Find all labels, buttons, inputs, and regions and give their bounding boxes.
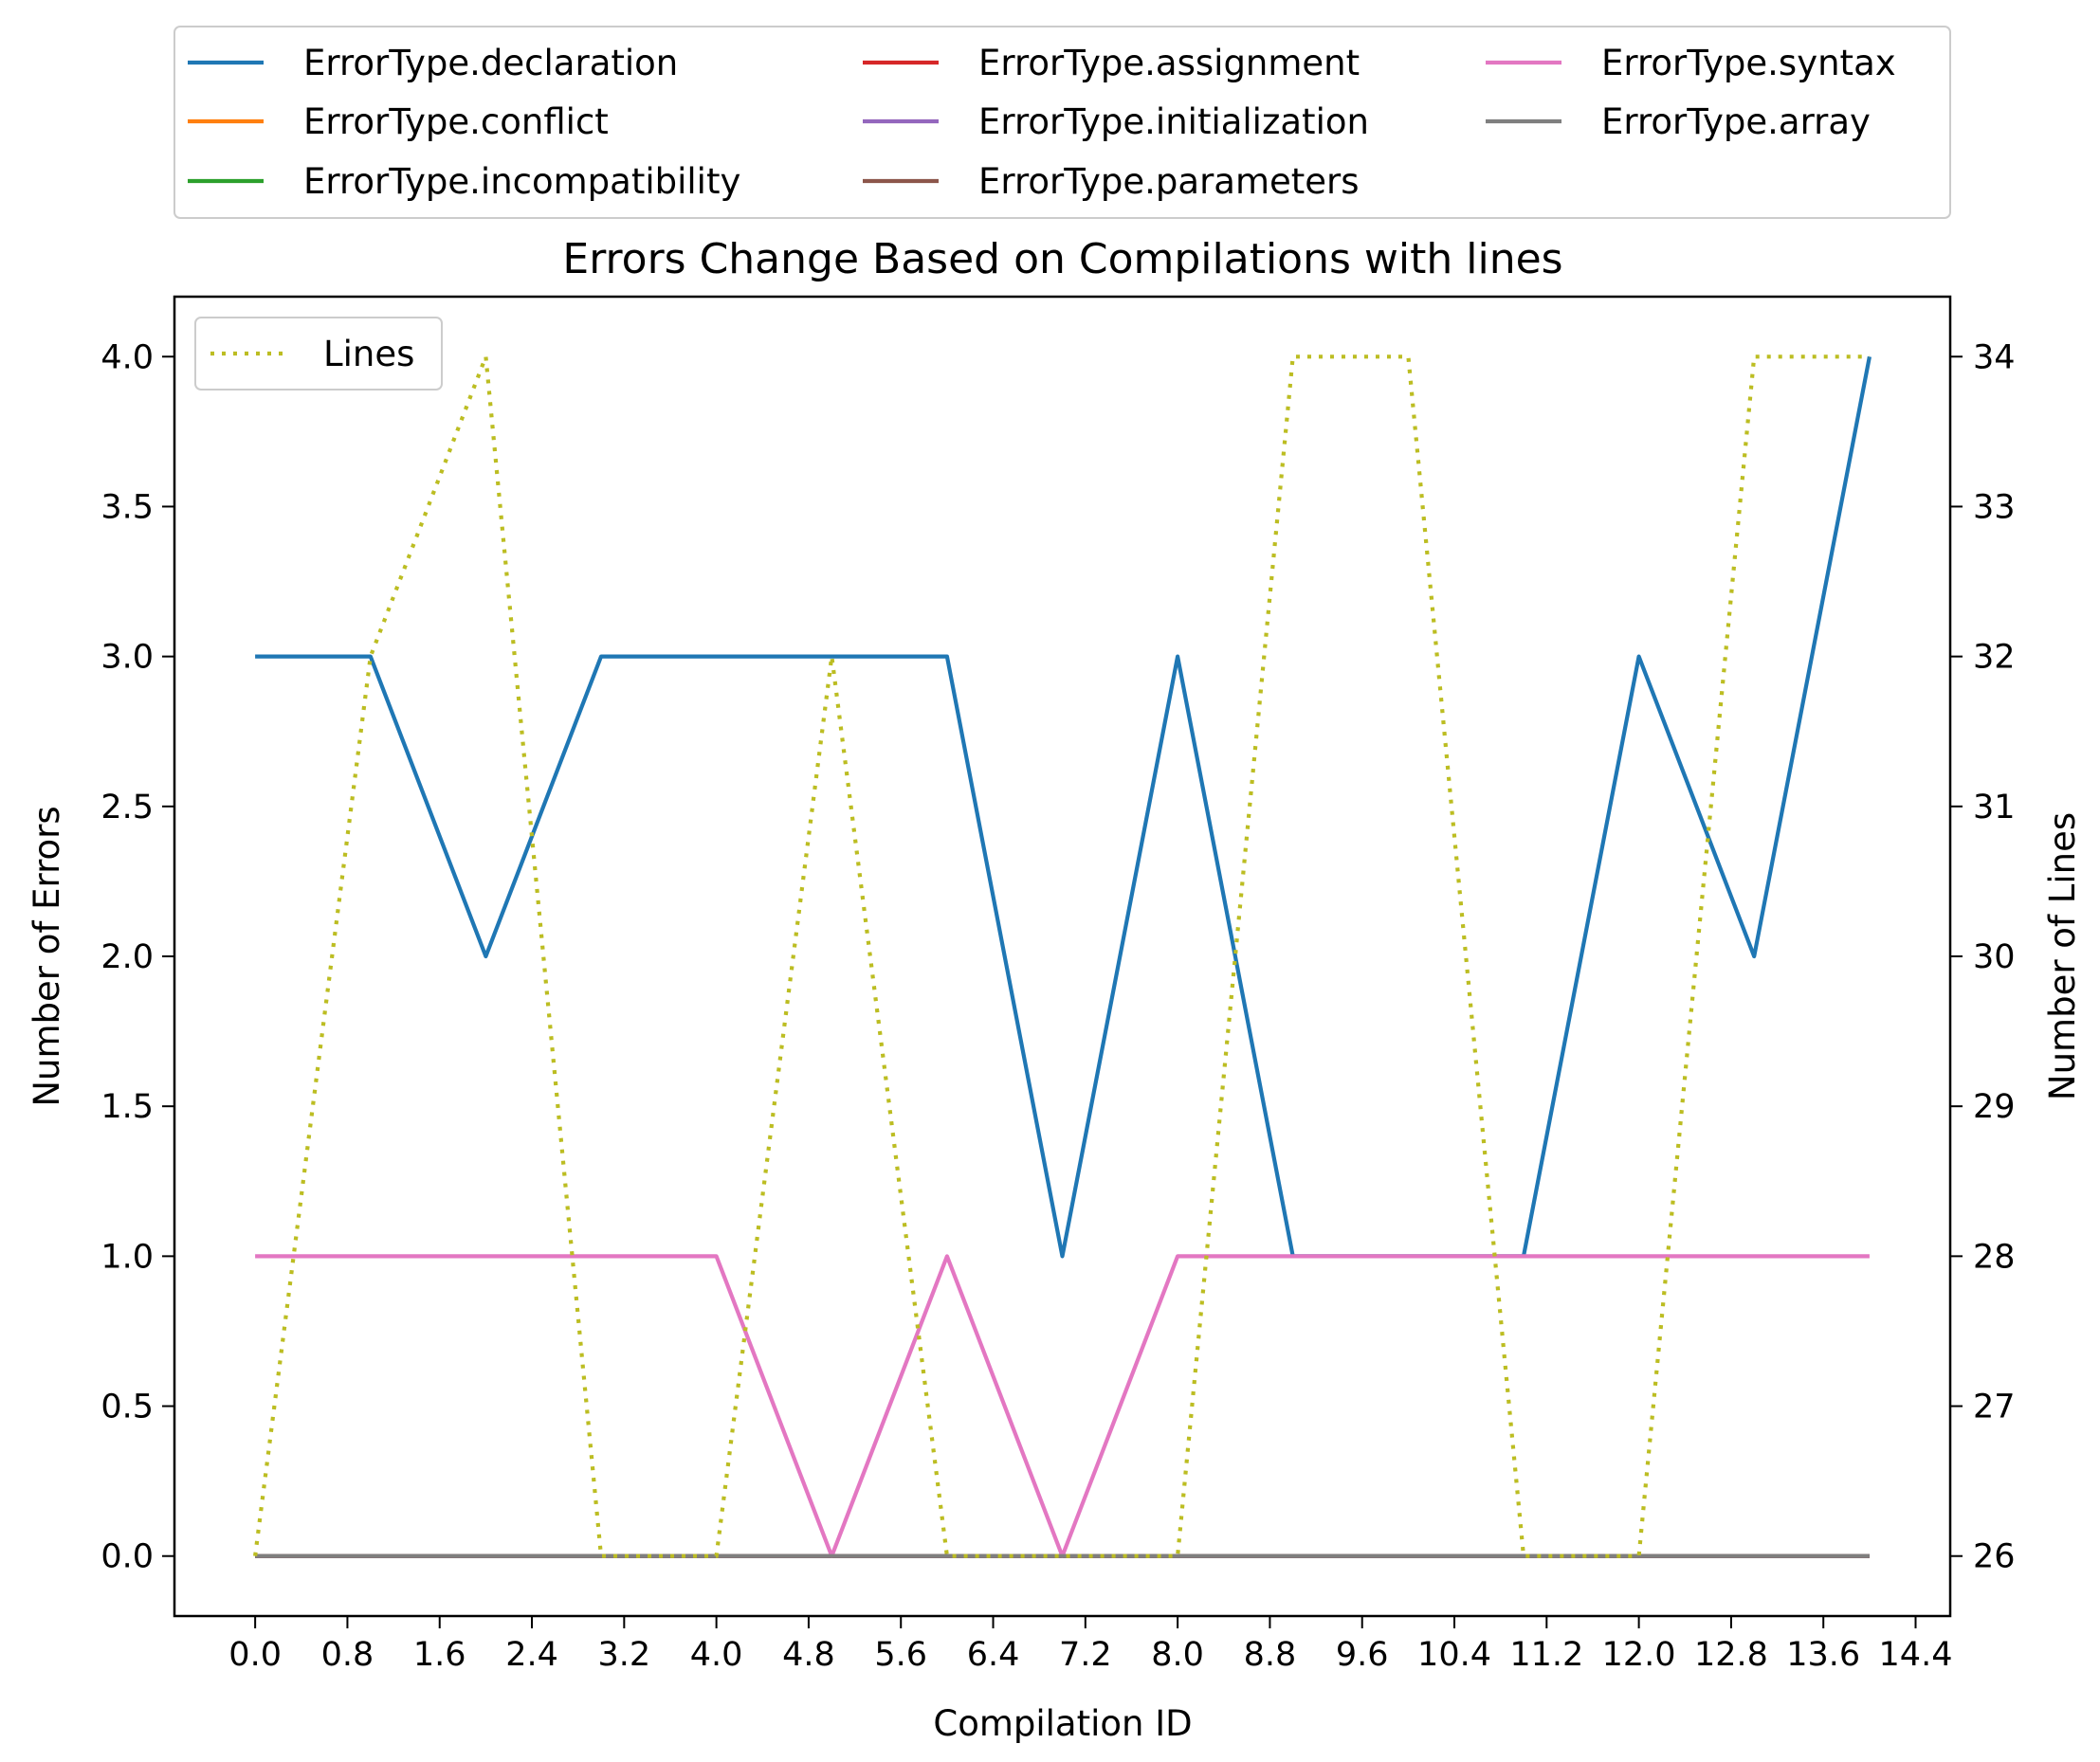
- y2-axis-label: Number of Lines: [2042, 812, 2083, 1100]
- legend-label: ErrorType.conflict: [303, 101, 609, 142]
- y2-tick-label: 29: [1973, 1088, 2016, 1126]
- legend-label: ErrorType.syntax: [1601, 43, 1896, 83]
- x-tick-label: 12.0: [1602, 1636, 1676, 1674]
- y-tick-label: 0.5: [100, 1389, 154, 1426]
- x-tick-label: 2.4: [505, 1636, 558, 1674]
- x-axis: 0.0 0.8 1.6 2.4 3.2 4.0 4.8 5.6 6.4 7.2 8.0 8.8 9.6 1…: [228, 1616, 1952, 1674]
- x-tick-label: 8.0: [1151, 1636, 1204, 1674]
- y-tick-label: 1.0: [100, 1238, 154, 1276]
- legend: ErrorType.declaration ErrorType.conflict E…: [173, 26, 1951, 219]
- legend-label: ErrorType.array: [1601, 101, 1871, 142]
- x-tick-label: 8.8: [1244, 1636, 1297, 1674]
- y2-tick-label: 28: [1973, 1238, 2016, 1276]
- y2-tick-label: 27: [1973, 1389, 2016, 1426]
- y-axis: 0.0 0.5 1.0 1.5 2.0 2.5 3.0 3.5 4.0: [100, 338, 174, 1576]
- y-tick-label: 2.0: [100, 938, 154, 976]
- x-tick-label: 12.8: [1694, 1636, 1768, 1674]
- plot-lines: [253, 354, 1872, 1558]
- x-axis-label: Compilation ID: [933, 1703, 1192, 1744]
- legend-label: ErrorType.declaration: [303, 43, 678, 83]
- y2-tick-label: 30: [1973, 938, 2016, 976]
- y-tick-label: 3.5: [100, 488, 154, 526]
- y2-tick-label: 32: [1973, 639, 2016, 677]
- x-tick-label: 4.8: [782, 1636, 835, 1674]
- secondary-legend: Lines: [194, 317, 443, 391]
- series-line-ErrorType.syntax: [255, 1254, 1870, 1558]
- x-tick-label: 4.0: [690, 1636, 743, 1674]
- y-tick-label: 4.0: [100, 338, 154, 376]
- x-tick-label: 11.2: [1509, 1636, 1583, 1674]
- chart-title: Errors Change Based on Compilations with…: [562, 235, 1562, 283]
- legend-label: ErrorType.parameters: [978, 161, 1360, 202]
- x-tick-label: 0.0: [228, 1636, 282, 1674]
- series-line-ErrorType.declaration: [255, 355, 1872, 1259]
- y2-tick-label: 26: [1973, 1538, 2016, 1576]
- legend-label: ErrorType.incompatibility: [303, 161, 740, 202]
- plot-frame: [173, 295, 1952, 1618]
- y-tick-label: 0.0: [100, 1538, 154, 1576]
- y2-tick-label: 33: [1973, 488, 2016, 526]
- x-tick-label: 0.8: [321, 1636, 374, 1674]
- x-tick-label: 7.2: [1059, 1636, 1112, 1674]
- legend-label: ErrorType.initialization: [978, 101, 1369, 142]
- y2-axis: 26 27 28 29 30 31 32 33 34: [1950, 338, 2016, 1576]
- x-tick-label: 5.6: [874, 1636, 927, 1674]
- y-tick-label: 3.0: [100, 639, 154, 677]
- legend-label: ErrorType.assignment: [978, 43, 1360, 83]
- secondary-legend-label: Lines: [323, 334, 414, 374]
- x-tick-label: 1.6: [413, 1636, 466, 1674]
- x-tick-label: 13.6: [1786, 1636, 1860, 1674]
- y2-tick-label: 34: [1973, 338, 2016, 376]
- series-line-Lines: [253, 354, 1870, 1558]
- y2-tick-label: 31: [1973, 789, 2016, 827]
- legend-box: [173, 26, 1951, 219]
- y-tick-label: 1.5: [100, 1088, 154, 1126]
- x-tick-label: 9.6: [1336, 1636, 1389, 1674]
- y-axis-label: Number of Errors: [27, 806, 67, 1106]
- x-tick-label: 3.2: [597, 1636, 650, 1674]
- x-tick-label: 14.4: [1879, 1636, 1953, 1674]
- y-tick-label: 2.5: [100, 789, 154, 827]
- x-tick-label: 10.4: [1417, 1636, 1491, 1674]
- x-tick-label: 6.4: [967, 1636, 1020, 1674]
- secondary-legend-box: [194, 317, 443, 391]
